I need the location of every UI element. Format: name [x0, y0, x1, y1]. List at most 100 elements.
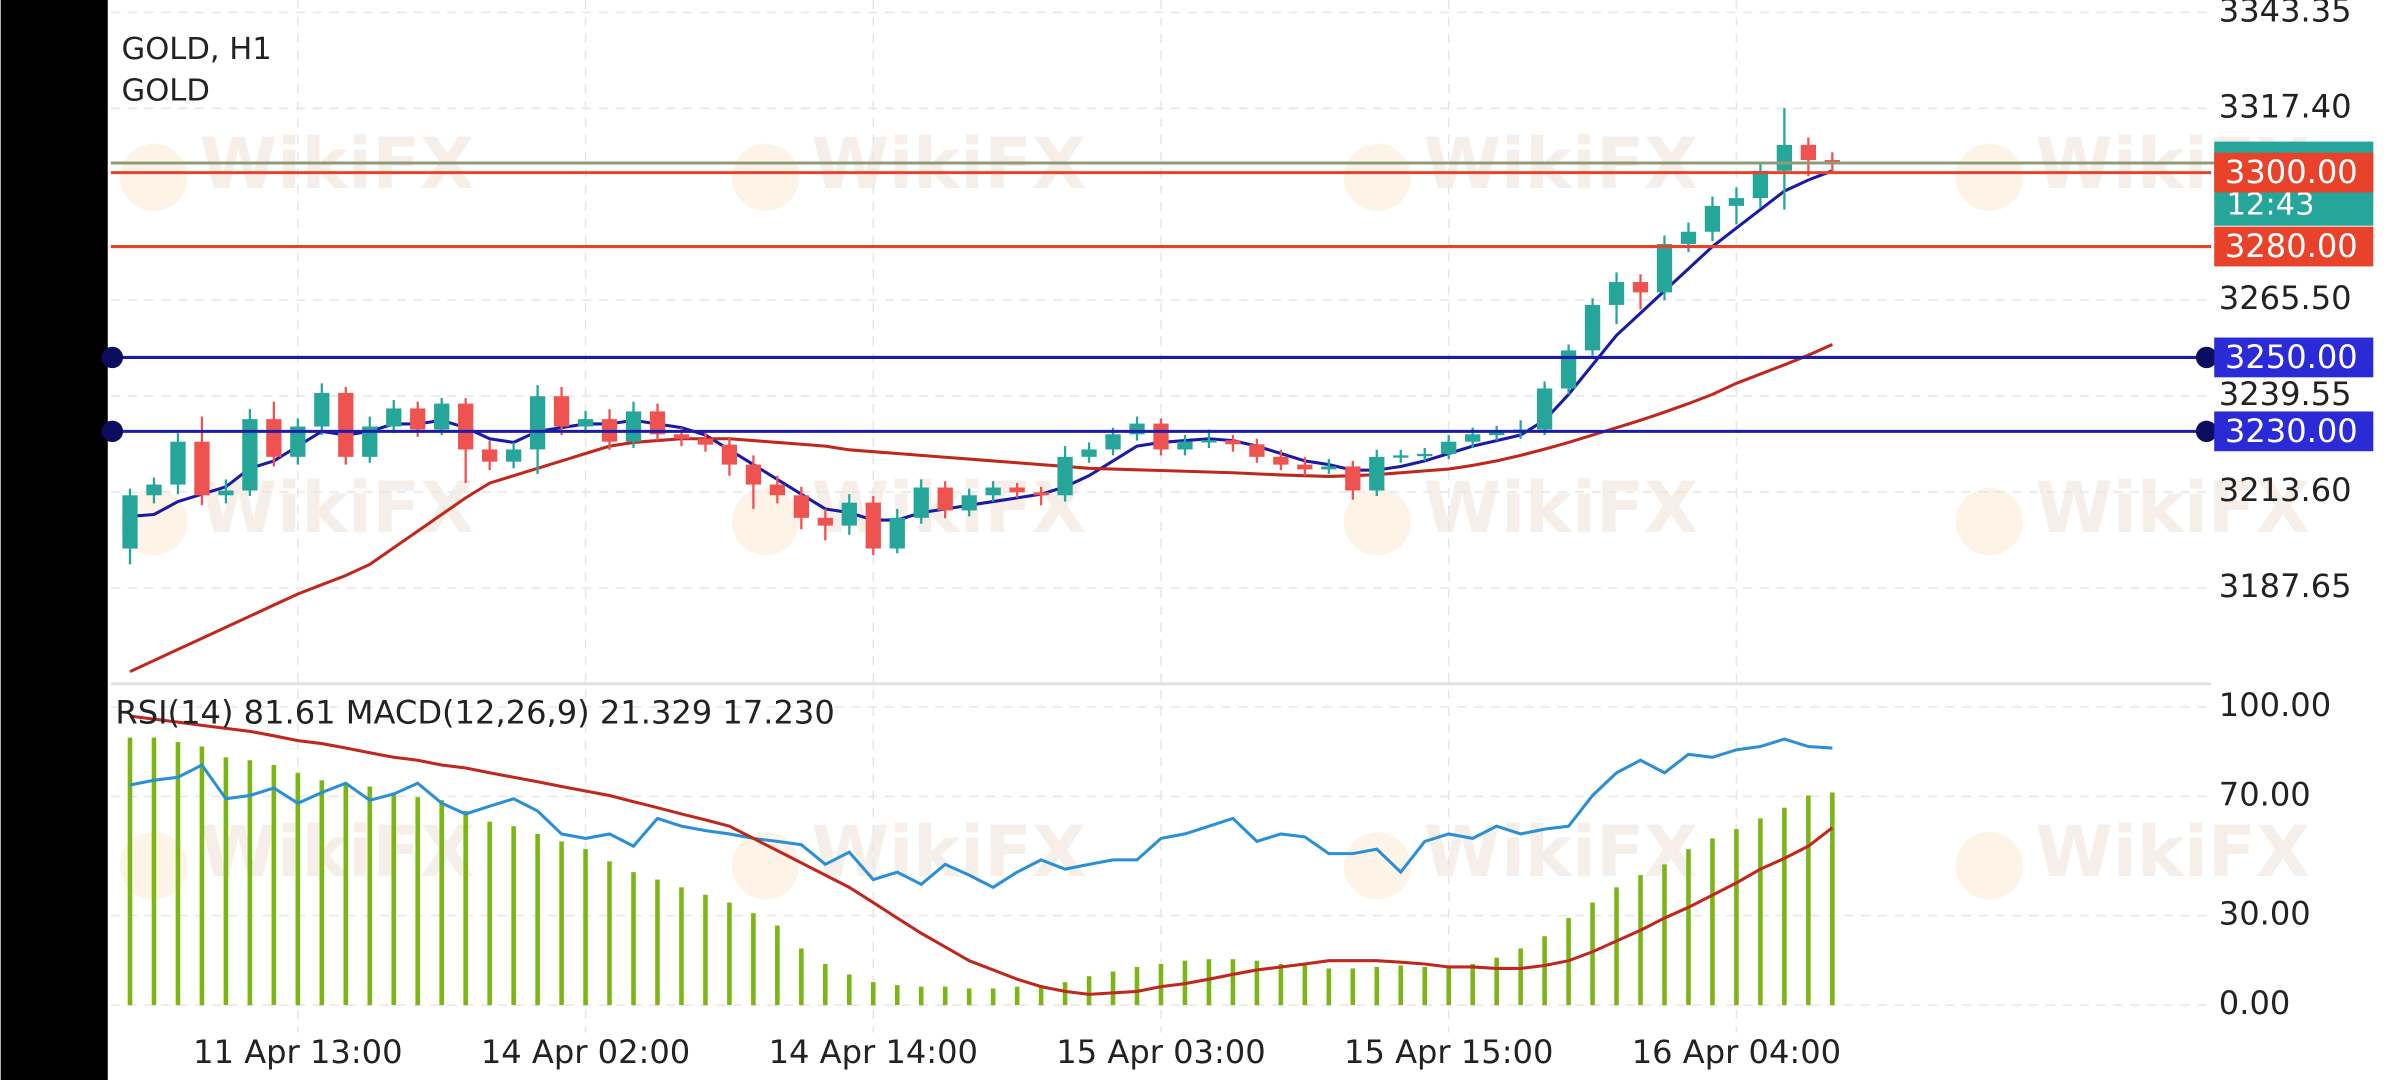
histogram-bar: [1110, 971, 1116, 1006]
x-tick-label: 15 Apr 15:00: [1344, 1033, 1553, 1071]
y-tick-label: 70.00: [2219, 775, 2311, 813]
candle-body: [1800, 144, 1817, 161]
histogram-bar: [1614, 887, 1619, 1006]
watermark: WikiFX: [1423, 467, 1698, 549]
candle-body: [146, 484, 162, 496]
candle-body: [1369, 456, 1385, 491]
histogram-bar: [727, 902, 732, 1006]
y-tick-label: 3239.55: [2219, 375, 2352, 413]
chart-subtitle: GOLD: [122, 73, 210, 108]
candle-body: [1536, 388, 1553, 430]
histogram-bar: [1014, 986, 1020, 1006]
candle-body: [1297, 464, 1313, 470]
candle-body: [1153, 423, 1169, 450]
histogram-bar: [583, 849, 588, 1006]
histogram-bar: [535, 833, 540, 1006]
candle-body: [889, 517, 905, 549]
histogram-bar: [1446, 966, 1452, 1006]
histogram-bar: [1542, 936, 1547, 1006]
level-handle: [2195, 420, 2218, 443]
histogram-bar: [271, 765, 277, 1006]
watermark-logo: [731, 487, 800, 556]
histogram-bar: [1326, 968, 1332, 1006]
y-tick-label: 3187.65: [2219, 567, 2352, 605]
candle-body: [1225, 440, 1241, 445]
y-tick-label: 3317.40: [2219, 87, 2352, 125]
histogram-bar: [199, 746, 205, 1006]
histogram-bar: [1470, 963, 1475, 1006]
candle-body: [314, 392, 330, 427]
histogram-bar: [1134, 966, 1140, 1006]
watermark: WikiFX: [1423, 811, 1698, 893]
histogram-bar: [799, 948, 804, 1006]
histogram-bar: [918, 986, 924, 1006]
candle-body: [769, 484, 786, 496]
candle-body: [1465, 434, 1481, 442]
candle-body: [122, 495, 138, 549]
indicator-line: [129, 737, 1833, 890]
candle-body: [1249, 444, 1265, 457]
candle-body: [1129, 423, 1145, 435]
level-handle: [2195, 346, 2218, 369]
histogram-bar: [607, 861, 612, 1006]
candle-body: [1441, 441, 1457, 454]
candle-body: [1680, 231, 1697, 244]
candle-body: [1752, 170, 1769, 199]
watermark: WikiFX: [200, 467, 475, 549]
candle-body: [745, 464, 762, 485]
candle-body: [194, 441, 210, 496]
y-tick-label: 3343.35: [2219, 0, 2352, 29]
candle-body: [1728, 198, 1745, 206]
histogram-bar: [1782, 807, 1787, 1006]
candle-body: [218, 490, 234, 496]
histogram-bar: [990, 988, 996, 1006]
candle-body: [673, 434, 690, 439]
x-tick-label: 14 Apr 02:00: [481, 1033, 690, 1071]
candle-body: [817, 517, 833, 526]
candle-body: [386, 408, 402, 427]
histogram-bar: [295, 772, 301, 1006]
histogram-bar: [1662, 864, 1667, 1006]
y-tick-label: 0.00: [2219, 984, 2291, 1022]
candle-body: [1608, 282, 1625, 305]
candle-body: [1273, 456, 1289, 465]
candle-body: [865, 502, 881, 549]
histogram-bar: [1350, 968, 1356, 1006]
candle-body: [793, 495, 809, 518]
candle-body: [913, 487, 929, 518]
histogram-bar: [439, 800, 444, 1006]
histogram-bar: [1686, 849, 1691, 1006]
histogram-bar: [1374, 966, 1380, 1006]
candle-body: [1033, 492, 1049, 496]
y-tick-label: 3213.60: [2219, 471, 2352, 509]
watermark: WikiFX: [2035, 467, 2310, 549]
candle-body: [841, 502, 857, 526]
histogram-bar: [823, 963, 828, 1006]
watermark-logo: [1343, 832, 1412, 900]
histogram-bar: [1038, 985, 1044, 1006]
histogram-bar: [151, 737, 157, 1006]
histogram-bar: [942, 986, 948, 1006]
candle-body: [482, 449, 498, 462]
histogram-bar: [487, 821, 492, 1006]
histogram-bar: [343, 783, 349, 1006]
watermark: WikiFX: [811, 811, 1086, 893]
histogram-bar: [1158, 963, 1164, 1006]
histogram-bar: [870, 982, 876, 1006]
candle-body: [937, 487, 953, 511]
histogram-bar: [1398, 965, 1404, 1006]
histogram-bar: [319, 780, 325, 1006]
watermark-logo: [731, 832, 800, 900]
candle-body: [1345, 466, 1361, 491]
level-label: 3250.00: [2225, 338, 2358, 376]
histogram-bar: [1806, 795, 1811, 1006]
histogram-bar: [1590, 902, 1595, 1006]
histogram-bar: [1230, 959, 1236, 1006]
candle-body: [529, 396, 546, 450]
candle-body: [1632, 282, 1649, 293]
histogram-bar: [1758, 818, 1763, 1006]
candle-body: [1201, 440, 1217, 443]
watermark: WikiFX: [200, 811, 475, 893]
candle-body: [266, 419, 282, 457]
level-handle: [101, 346, 124, 369]
